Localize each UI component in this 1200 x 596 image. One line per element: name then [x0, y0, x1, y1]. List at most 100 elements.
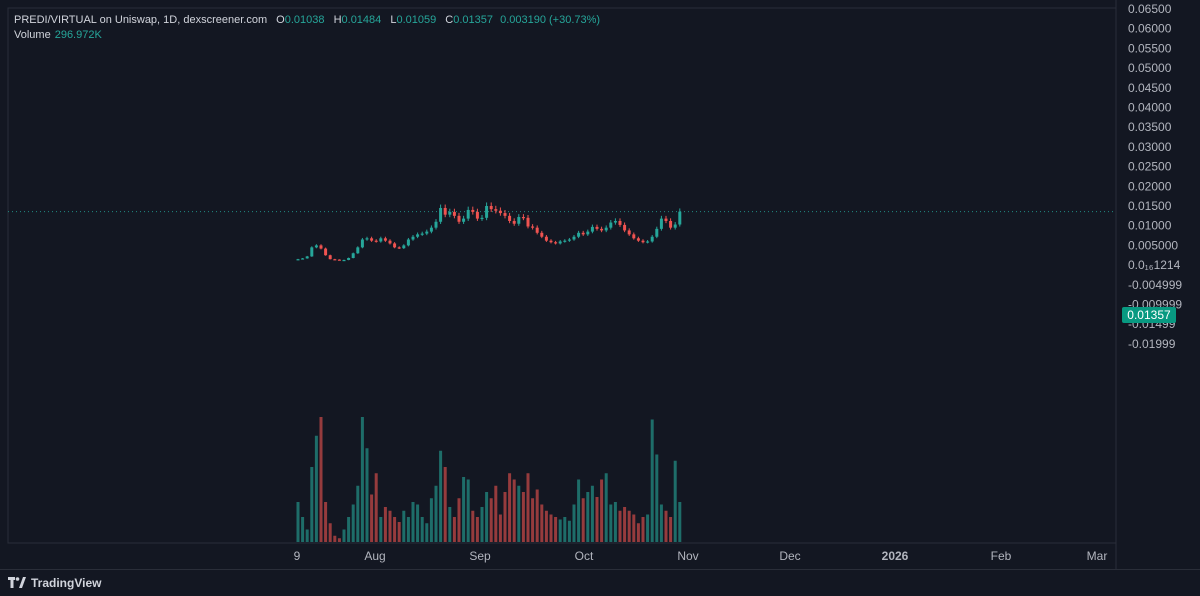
candle-body [402, 245, 406, 249]
candle-body [586, 231, 590, 235]
close-label: C [445, 14, 454, 26]
symbol-title[interactable]: PREDI/VIRTUAL on Uniswap, 1D, dexscreene… [14, 14, 268, 26]
candle-body [448, 211, 452, 215]
volume-bar [572, 504, 576, 542]
candle-body [581, 232, 585, 235]
time-axis-tick-label: 9 [294, 549, 301, 563]
tradingview-logo-icon [8, 577, 26, 589]
candle-body [636, 238, 640, 241]
time-axis-tick-label: Sep [469, 549, 491, 563]
last-price-badge: 0.01357 [1122, 307, 1176, 323]
candle-body [590, 226, 594, 232]
volume-bar [485, 492, 489, 542]
volume-bar [641, 517, 645, 542]
volume-bar [429, 498, 433, 542]
ohlc-legend-row: PREDI/VIRTUAL on Uniswap, 1D, dexscreene… [14, 13, 600, 28]
price-axis-tick-label: 0.01500 [1128, 199, 1172, 213]
candle-body [572, 236, 576, 240]
high-label: H [333, 14, 342, 26]
candle-body [310, 247, 314, 257]
price-axis-tick-label: 0.05500 [1128, 41, 1172, 55]
candle-body [388, 240, 392, 244]
volume-bar [673, 460, 677, 542]
time-axis-tick-label: Dec [779, 549, 800, 563]
candle-body [526, 217, 530, 227]
volume-bar [443, 467, 447, 542]
candle-body [305, 256, 309, 259]
chart-legend: PREDI/VIRTUAL on Uniswap, 1D, dexscreene… [14, 13, 600, 43]
volume-bar [636, 523, 640, 542]
volume-bar [351, 504, 355, 542]
volume-bar [439, 450, 443, 542]
volume-bar [659, 504, 663, 542]
volume-bar [655, 454, 659, 542]
volume-bar [416, 504, 420, 542]
candle-body [425, 231, 429, 234]
volume-legend-row: Volume 296.972K [14, 28, 600, 43]
volume-bar [664, 510, 668, 542]
volume-bar [494, 485, 498, 542]
volume-bar [462, 477, 466, 542]
volume-bar [388, 510, 392, 542]
price-axis-tick-label: 0.02500 [1128, 160, 1172, 174]
volume-bar [526, 473, 530, 542]
candle-body [351, 253, 355, 259]
price-axis-tick-label: 0.04500 [1128, 81, 1172, 95]
candle-body [627, 230, 631, 235]
candle-body [443, 207, 447, 215]
high-value: 0.01484 [341, 14, 382, 26]
open-value: 0.01038 [284, 14, 325, 26]
tradingview-brand: TradingView [31, 576, 102, 590]
candle-body [406, 239, 410, 246]
volume-bar [420, 517, 424, 542]
candle-body [535, 227, 539, 233]
candle-body [439, 207, 443, 222]
time-axis-tick-label: 2026 [882, 549, 909, 563]
candle-body [370, 238, 374, 241]
price-axis-tick-label: 0.02000 [1128, 179, 1172, 193]
price-axis-tick-label: -0.01999 [1128, 337, 1176, 351]
candle-body [434, 221, 438, 228]
candle-body [457, 215, 461, 222]
volume-bar [379, 517, 383, 542]
price-axis-tick-label: 0.04000 [1128, 101, 1172, 115]
candlestick-chart[interactable]: 0.06500 0.06000 0.05500 0.05000 0.04500 0.040… [0, 0, 1200, 569]
volume-bar [512, 479, 516, 542]
volume-value: 296.972K [54, 29, 102, 41]
candle-body [314, 245, 318, 248]
price-axis-tick-label: 0.01000 [1128, 219, 1172, 233]
volume-bar [595, 497, 599, 542]
volume-bar [563, 517, 567, 542]
candle-body [646, 241, 650, 243]
candle-body [462, 218, 466, 222]
volume-bar [554, 517, 558, 542]
candle-body [452, 211, 456, 216]
volume-bar [305, 529, 309, 542]
volume-bar [609, 504, 613, 542]
candle-body [333, 259, 337, 261]
volume-bar [600, 479, 604, 542]
candle-body [517, 217, 521, 224]
volume-bar [406, 517, 410, 542]
candle-body [508, 215, 512, 221]
volume-bar [337, 538, 341, 542]
candle-body [480, 217, 484, 220]
candle-body [397, 247, 401, 249]
volume-bar [356, 485, 360, 542]
candle-body [411, 236, 415, 240]
candle-body [324, 248, 328, 256]
volume-bar [498, 514, 502, 542]
candle-body [360, 239, 364, 248]
close-value: 0.01357 [453, 14, 494, 26]
volume-bar [590, 485, 594, 542]
candle-body [498, 210, 502, 214]
tradingview-logo[interactable]: TradingView [8, 576, 101, 590]
footer-bar: TradingView [0, 569, 1200, 596]
volume-label[interactable]: Volume [14, 29, 51, 41]
volume-bar [521, 492, 525, 542]
chart-area[interactable]: 0.06500 0.06000 0.05500 0.05000 0.04500 0.040… [0, 0, 1200, 569]
volume-bar [365, 448, 369, 542]
volume-bar [549, 514, 553, 542]
candle-body [512, 220, 516, 224]
candle-body [301, 258, 305, 260]
